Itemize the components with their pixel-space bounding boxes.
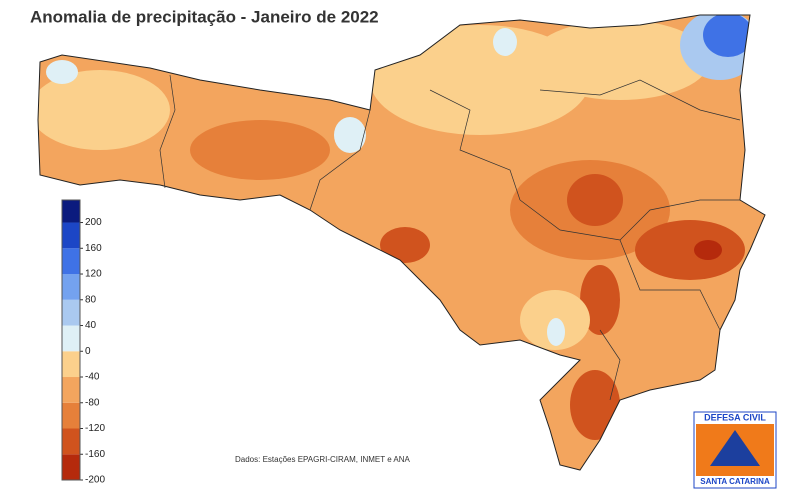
region-borders bbox=[159, 74, 741, 401]
colorbar-tick-label: 160 bbox=[85, 243, 102, 254]
colorbar-tick-label: -160 bbox=[85, 449, 105, 460]
colorbar-tick-label: 0 bbox=[85, 346, 91, 357]
colorbar-tick-label: 120 bbox=[85, 269, 102, 280]
colorbar-band bbox=[62, 325, 80, 352]
colorbar-band bbox=[62, 377, 80, 403]
colorbar-band bbox=[62, 274, 80, 300]
colorbar-band bbox=[62, 454, 80, 480]
colorbar-tick-label: 40 bbox=[85, 320, 97, 331]
colorbar-band bbox=[62, 222, 80, 249]
data-source: Dados: Estações EPAGRI-CIRAM, INMET e AN… bbox=[235, 455, 411, 464]
map-title: Anomalia de precipitação - Janeiro de 20… bbox=[30, 7, 379, 26]
colorbar-band bbox=[62, 428, 80, 455]
colorbar-band bbox=[62, 402, 80, 429]
logo: DEFESA CIVIL SANTA CATARINA bbox=[693, 411, 777, 489]
colorbar-tick-label: 200 bbox=[85, 217, 102, 228]
colorbar-tick-label: -40 bbox=[85, 372, 100, 383]
logo-bottom: SANTA CATARINA bbox=[700, 477, 770, 486]
colorbar-tick-label: 80 bbox=[85, 294, 97, 305]
colorbar-band bbox=[62, 299, 80, 326]
colorbar-tick-label: -80 bbox=[85, 397, 100, 408]
colorbar-tick-label: -120 bbox=[85, 423, 105, 434]
colorbar-band bbox=[62, 351, 80, 378]
logo-top: DEFESA CIVIL bbox=[704, 412, 766, 422]
colorbar-frame bbox=[61, 199, 81, 481]
colorbar: -200 -160 -120 -80 -40 0 40 80 120 160 200 bbox=[61, 199, 105, 486]
colorbar-band bbox=[62, 200, 80, 223]
colorbar-tick-label: -200 bbox=[85, 475, 105, 486]
colorbar-band bbox=[62, 248, 80, 275]
